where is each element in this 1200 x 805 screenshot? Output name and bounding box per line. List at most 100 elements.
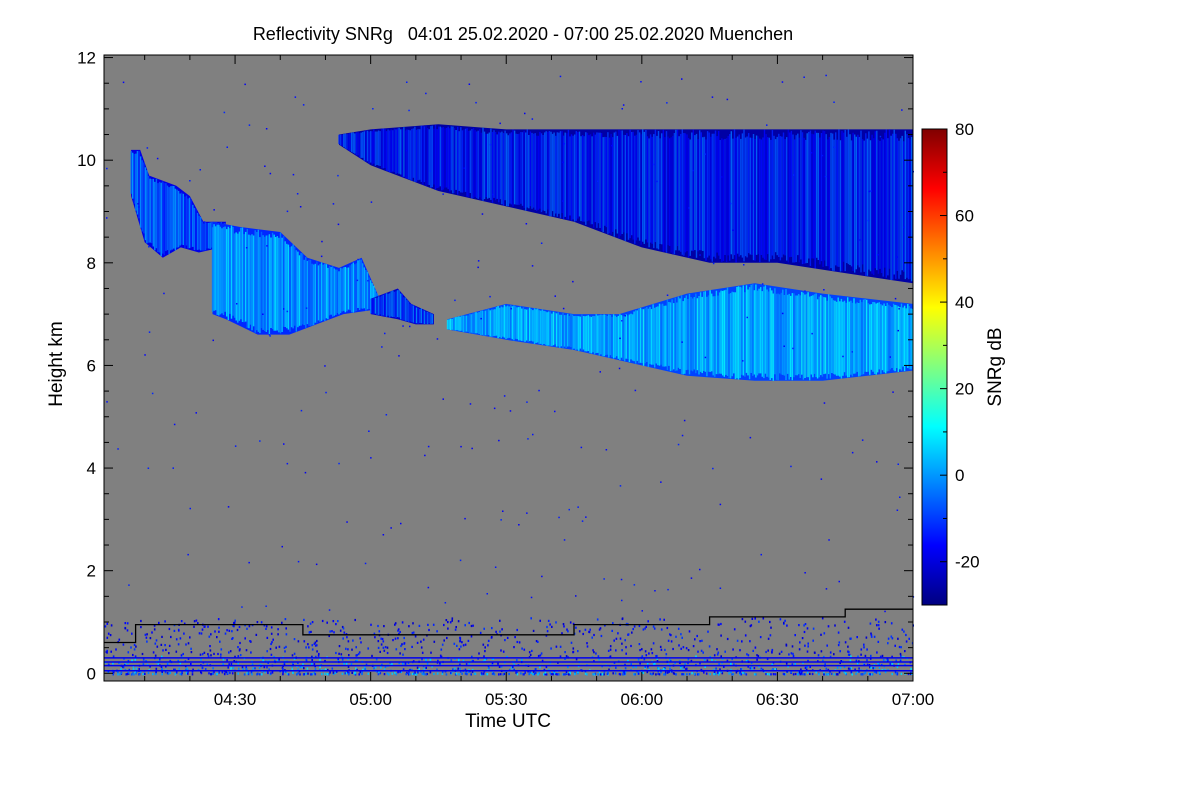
clutter-pixel	[572, 647, 575, 650]
clutter-pixel	[423, 673, 425, 676]
noise-pixel	[621, 320, 623, 322]
clutter-pixel	[453, 642, 456, 645]
clutter-pixel	[335, 670, 338, 673]
noise-pixel	[654, 590, 656, 592]
x-tick-label: 06:00	[621, 690, 664, 709]
clutter-pixel	[120, 667, 122, 671]
noise-pixel	[823, 402, 826, 404]
clutter-pixel	[292, 671, 294, 674]
clutter-pixel	[682, 673, 684, 676]
clutter-pixel	[259, 663, 261, 666]
clutter-pixel	[144, 672, 146, 675]
clutter-pixel	[412, 631, 415, 634]
clutter-pixel	[516, 673, 519, 676]
clutter-pixel	[127, 659, 130, 663]
clutter-pixel	[391, 672, 394, 675]
clutter-pixel	[570, 641, 573, 644]
clutter-pixel	[901, 628, 904, 631]
clutter-pixel	[538, 672, 540, 675]
clutter-pixel	[347, 665, 350, 668]
clutter-pixel	[637, 672, 640, 675]
noise-pixel	[477, 266, 479, 269]
clutter-pixel	[147, 671, 150, 675]
clutter-pixel	[611, 629, 613, 632]
clutter-pixel	[283, 663, 286, 666]
noise-pixel	[429, 170, 431, 172]
clutter-pixel	[565, 655, 568, 658]
clutter-pixel	[718, 663, 720, 666]
clutter-pixel	[647, 620, 649, 623]
clutter-pixel	[603, 673, 605, 676]
clutter-pixel	[305, 659, 308, 662]
clutter-pixel	[866, 659, 868, 662]
clutter-pixel	[674, 661, 676, 665]
clutter-pixel	[899, 659, 902, 662]
clutter-pixel	[566, 672, 568, 675]
clutter-pixel	[132, 673, 135, 676]
clutter-pixel	[702, 651, 704, 654]
clutter-pixel	[879, 672, 881, 676]
clutter-pixel	[850, 655, 852, 658]
clutter-pixel	[687, 662, 689, 665]
noise-pixel	[749, 436, 752, 439]
clutter-pixel	[869, 657, 872, 660]
noise-pixel	[563, 539, 566, 541]
clutter-pixel	[187, 657, 190, 661]
clutter-pixel	[543, 673, 545, 676]
noise-pixel	[603, 578, 605, 580]
noise-pixel	[500, 519, 502, 521]
clutter-pixel	[745, 673, 748, 676]
clutter-pixel	[361, 672, 363, 676]
clutter-pixel	[436, 630, 438, 633]
clutter-pixel	[106, 622, 109, 625]
clutter-pixel	[887, 642, 889, 645]
noise-pixel	[480, 317, 482, 320]
clutter-pixel	[394, 622, 397, 625]
clutter-pixel	[209, 649, 212, 652]
noise-pixel	[572, 280, 574, 283]
clutter-pixel	[164, 644, 166, 647]
clutter-pixel	[218, 630, 220, 633]
noise-pixel	[268, 334, 271, 336]
clutter-pixel	[801, 670, 803, 673]
clutter-pixel	[455, 626, 457, 629]
clutter-pixel	[106, 649, 108, 652]
clutter-pixel	[717, 671, 719, 674]
colorbar-tick-label: -20	[955, 553, 980, 572]
clutter-pixel	[800, 672, 803, 675]
clutter-pixel	[222, 663, 224, 666]
clutter-pixel	[890, 622, 893, 625]
clutter-pixel	[292, 661, 294, 664]
clutter-pixel	[285, 633, 288, 636]
noise-pixel	[499, 122, 501, 125]
clutter-pixel	[708, 645, 711, 648]
clutter-pixel	[375, 658, 378, 661]
noise-pixel	[328, 609, 331, 611]
clutter-pixel	[532, 629, 535, 632]
clutter-pixel	[704, 665, 706, 668]
noise-pixel	[558, 516, 560, 519]
noise-pixel	[711, 96, 714, 98]
noise-pixel	[624, 315, 626, 317]
clutter-pixel	[332, 672, 335, 675]
clutter-pixel	[555, 621, 557, 624]
clutter-pixel	[252, 667, 254, 670]
clutter-pixel	[593, 651, 595, 654]
clutter-pixel	[297, 668, 299, 671]
clutter-pixel	[516, 628, 518, 632]
noise-pixel	[106, 401, 108, 403]
clutter-pixel	[754, 646, 757, 649]
clutter-pixel	[128, 668, 131, 671]
clutter-pixel	[609, 648, 612, 651]
clutter-pixel	[559, 655, 562, 658]
noise-pixel	[382, 534, 385, 536]
noise-pixel	[425, 313, 428, 315]
clutter-pixel	[551, 625, 553, 628]
clutter-pixel	[900, 646, 902, 649]
clutter-pixel	[130, 673, 133, 676]
clutter-pixel	[866, 648, 868, 651]
noise-pixel	[901, 109, 903, 111]
noise-pixel	[666, 294, 669, 296]
noise-pixel	[732, 229, 734, 231]
noise-pixel	[851, 351, 853, 353]
